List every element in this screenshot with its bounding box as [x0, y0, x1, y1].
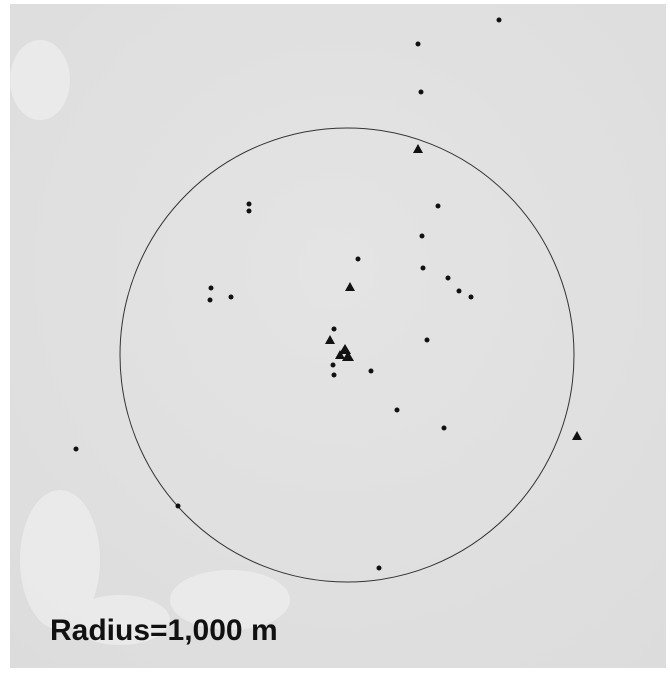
map-background: [10, 4, 666, 668]
page: Radius=1,000 m (() => { const data = JSO…: [0, 0, 670, 674]
radius-label: Radius=1,000 m: [50, 614, 278, 647]
map: Radius=1,000 m: [0, 0, 670, 674]
